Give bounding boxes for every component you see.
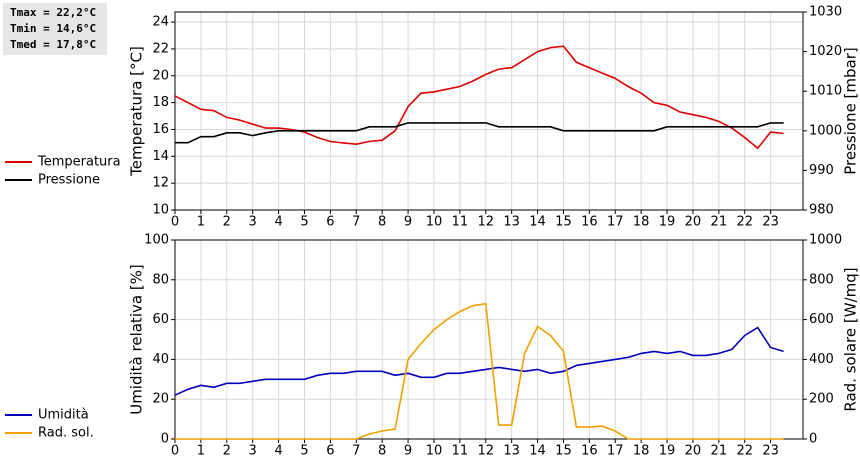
stats-box <box>3 3 107 55</box>
x-tick-label: 18 <box>633 444 650 459</box>
y-tick-label: 22 <box>152 41 169 56</box>
x-tick-label: 3 <box>249 444 257 459</box>
x-tick-label: 17 <box>607 444 624 459</box>
x-tick-label: 12 <box>477 215 494 230</box>
x-tick-label: 5 <box>300 215 308 230</box>
y-tick-label: 20 <box>152 392 169 407</box>
x-tick-label: 6 <box>326 215 334 230</box>
y-tick-label: 80 <box>152 272 169 287</box>
x-tick-label: 17 <box>607 215 624 230</box>
y-tick-label: 14 <box>152 149 169 164</box>
legend-label: Rad. sol. <box>38 426 94 441</box>
plot-frame <box>174 239 804 440</box>
y-axis-label: Temperatura [°C] <box>128 46 146 177</box>
x-tick-label: 22 <box>736 444 753 459</box>
x-tick-label: 8 <box>378 215 386 230</box>
x-tick-label: 14 <box>529 444 546 459</box>
y2-tick-label: 1020 <box>809 44 842 59</box>
y-tick-label: 12 <box>152 176 169 191</box>
y2-tick-label: 990 <box>809 163 834 178</box>
y-axis-label: Umidità relativa [%] <box>128 264 146 415</box>
y-tick-label: 20 <box>152 68 169 83</box>
y2-tick-label: 980 <box>809 203 834 218</box>
series-line <box>174 45 784 150</box>
x-tick-label: 11 <box>452 215 469 230</box>
y2-axis-label: Pressione [mbar] <box>842 47 860 175</box>
y-tick-label: 60 <box>152 312 169 327</box>
stat: Tmax = 22,2°C <box>10 6 96 19</box>
x-tick-label: 7 <box>352 444 360 459</box>
x-tick-label: 20 <box>685 215 702 230</box>
y2-tick-label: 1010 <box>809 84 842 99</box>
x-tick-label: 23 <box>762 215 779 230</box>
series-line <box>175 122 784 144</box>
y2-tick-label: 1000 <box>809 123 842 138</box>
y2-tick-label: 1030 <box>809 5 842 20</box>
x-tick-label: 12 <box>477 444 494 459</box>
y-tick-label: 100 <box>144 233 169 248</box>
x-tick-label: 2 <box>223 444 231 459</box>
x-tick-label: 0 <box>171 444 179 459</box>
y-tick-label: 10 <box>152 203 169 218</box>
y2-tick-label: 200 <box>809 392 834 407</box>
x-tick-label: 23 <box>762 444 779 459</box>
y2-tick-label: 600 <box>809 312 834 327</box>
x-tick-label: 4 <box>274 215 282 230</box>
x-tick-label: 19 <box>659 444 676 459</box>
y2-tick-label: 800 <box>809 272 834 287</box>
x-tick-label: 10 <box>426 215 443 230</box>
y-tick-label: 0 <box>161 432 169 447</box>
x-tick-label: 1 <box>197 444 205 459</box>
y2-tick-label: 0 <box>809 432 817 447</box>
x-tick-label: 13 <box>503 444 520 459</box>
x-tick-label: 11 <box>452 444 469 459</box>
x-tick-label: 5 <box>300 444 308 459</box>
x-tick-label: 13 <box>503 215 520 230</box>
plot-area <box>175 12 803 210</box>
legend-label: Umidità <box>38 408 89 423</box>
y-tick-label: 40 <box>152 352 169 367</box>
series-line <box>175 302 784 440</box>
legend-label: Temperatura <box>37 155 121 170</box>
x-tick-label: 8 <box>378 444 386 459</box>
x-tick-label: 18 <box>633 215 650 230</box>
plot-frame <box>174 11 804 211</box>
x-tick-label: 3 <box>249 215 257 230</box>
x-tick-label: 14 <box>529 215 546 230</box>
x-tick-label: 9 <box>404 215 412 230</box>
stat: Tmed = 17,8°C <box>10 38 96 51</box>
x-tick-label: 21 <box>711 444 728 459</box>
y-tick-label: 24 <box>152 15 169 30</box>
series-line <box>174 326 784 396</box>
stat: Tmin = 14,6°C <box>10 22 96 35</box>
x-tick-label: 2 <box>223 215 231 230</box>
y2-tick-label: 1000 <box>809 233 842 248</box>
x-tick-label: 9 <box>404 444 412 459</box>
legend-label: Pressione <box>38 173 100 188</box>
x-tick-label: 20 <box>685 444 702 459</box>
y2-axis-label: Rad. solare [W/mq] <box>842 267 860 411</box>
y2-tick-label: 400 <box>809 352 834 367</box>
x-tick-label: 6 <box>326 444 334 459</box>
x-tick-label: 15 <box>555 215 572 230</box>
x-tick-label: 16 <box>581 215 598 230</box>
x-tick-label: 1 <box>197 215 205 230</box>
y-tick-label: 18 <box>152 95 169 110</box>
x-tick-label: 10 <box>426 444 443 459</box>
x-tick-label: 15 <box>555 444 572 459</box>
x-tick-label: 19 <box>659 215 676 230</box>
x-tick-label: 16 <box>581 444 598 459</box>
x-tick-label: 7 <box>352 215 360 230</box>
x-tick-label: 22 <box>736 215 753 230</box>
x-tick-label: 4 <box>274 444 282 459</box>
x-tick-label: 21 <box>711 215 728 230</box>
y-tick-label: 16 <box>152 122 169 137</box>
x-tick-label: 0 <box>171 215 179 230</box>
